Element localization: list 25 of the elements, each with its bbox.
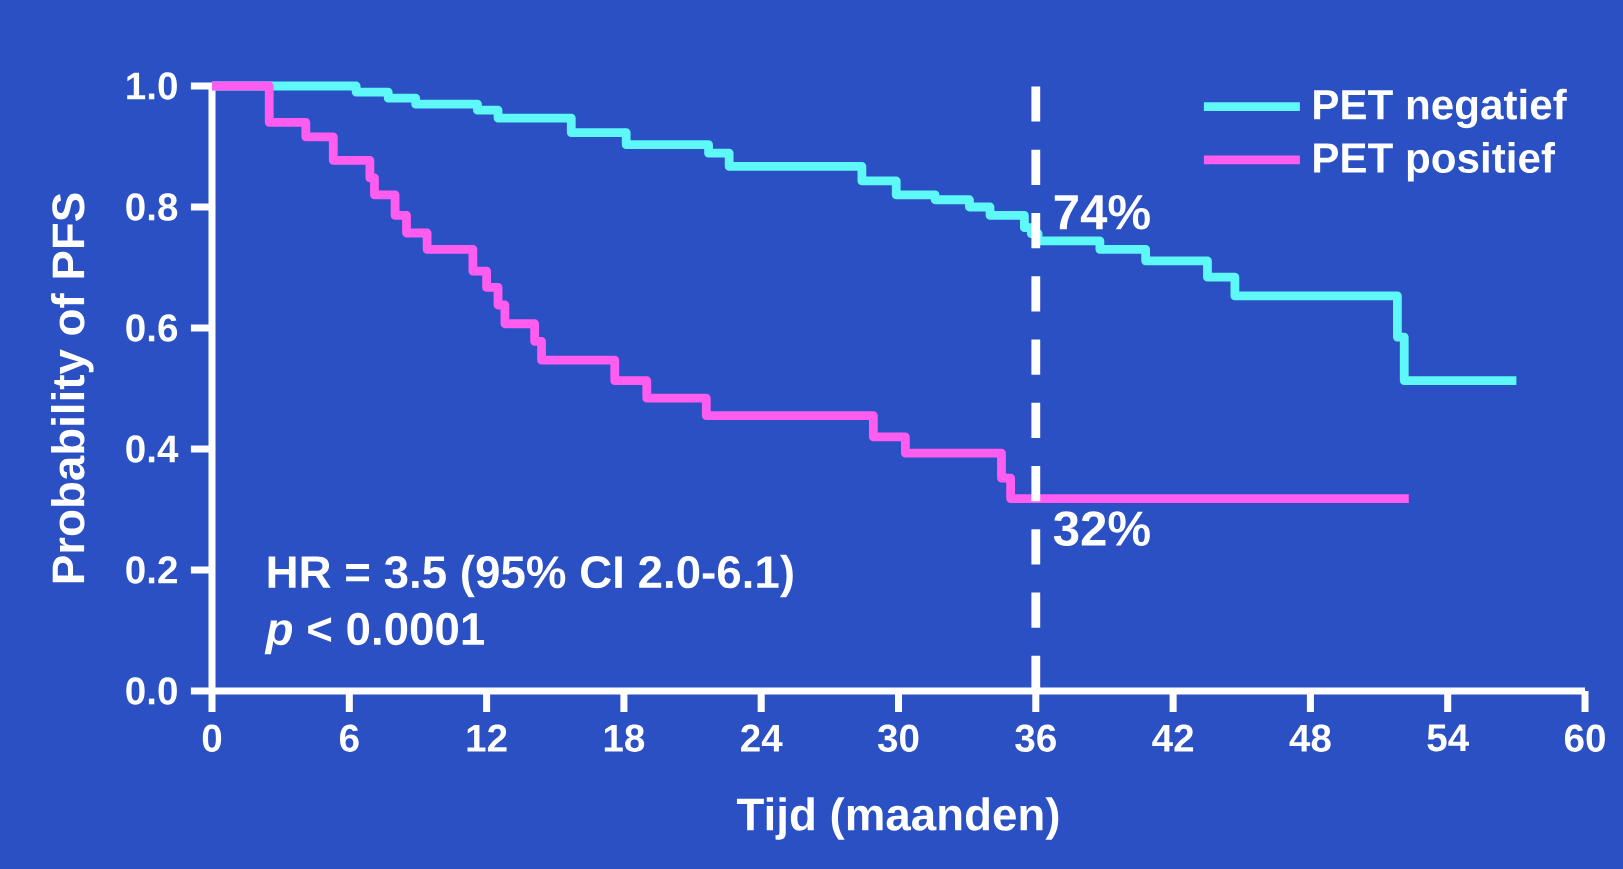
y-tick-label: 1.0 — [127, 72, 177, 100]
x-axis-title: Tijd (maanden) — [736, 797, 1059, 840]
annotation: 32% — [1053, 511, 1150, 547]
x-tick-label: 30 — [877, 724, 919, 752]
x-tick-label: 36 — [1015, 724, 1056, 752]
legend-label: PET negatief — [1314, 88, 1567, 129]
y-axis-title: Probability of PFS — [50, 193, 94, 583]
x-tick-label: 60 — [1564, 724, 1605, 752]
x-tick-label: 6 — [339, 724, 359, 752]
annotation: 74% — [1054, 194, 1150, 230]
y-tick-label: 0.2 — [126, 556, 177, 584]
x-tick-label: 0 — [202, 724, 222, 752]
y-tick-label: 0.4 — [126, 435, 179, 463]
y-tick-label: 0.0 — [126, 677, 177, 705]
legend-label: PET positief — [1314, 142, 1556, 182]
x-tick-label: 54 — [1427, 724, 1469, 752]
x-tick-label: 12 — [467, 724, 507, 752]
x-tick-label: 42 — [1152, 724, 1194, 752]
x-tick-label: 24 — [741, 724, 783, 752]
x-tick-label: 18 — [604, 724, 645, 752]
x-tick-label: 48 — [1289, 724, 1331, 752]
annotation: HR = 3.5 (95% CI 2.0-6.1) — [268, 554, 793, 598]
y-tick-label: 0.6 — [126, 314, 178, 342]
annotation: p < 0.0001 — [264, 612, 485, 655]
y-tick-label: 0.8 — [126, 193, 178, 221]
